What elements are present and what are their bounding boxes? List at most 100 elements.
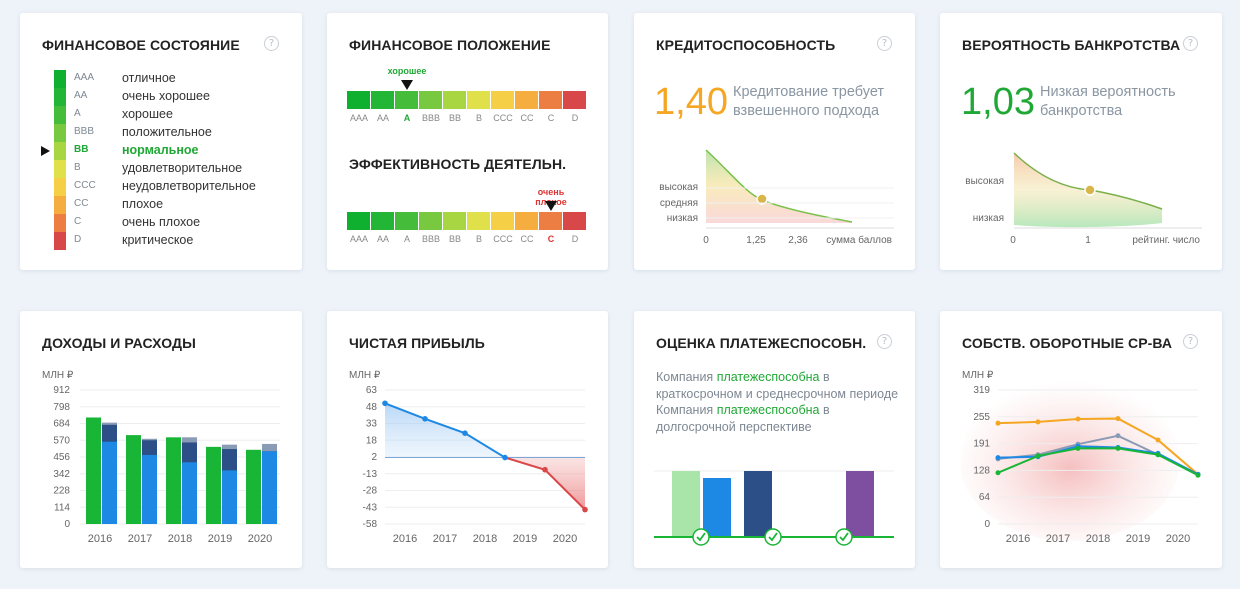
data-point — [1035, 419, 1041, 425]
y-tick: -58 — [363, 519, 378, 530]
financial-state-title: ФИНАНСОВОЕ СОСТОЯНИЕ — [42, 37, 240, 53]
check-icon — [764, 528, 782, 546]
rating-swatch — [54, 232, 66, 250]
x-tick: 1,25 — [746, 235, 766, 246]
y-tick: 798 — [53, 402, 70, 413]
efficiency-rating-scale — [347, 212, 587, 230]
x-tick: 2016 — [88, 533, 112, 545]
rating-label: хорошее — [122, 107, 173, 121]
rating-label: очень хорошее — [122, 89, 210, 103]
series-line — [997, 445, 1199, 476]
help-icon[interactable]: ? — [1183, 334, 1198, 349]
scale-segment — [539, 91, 563, 109]
net-profit-card: ЧИСТАЯ ПРИБЫЛЬ МЛН ₽ 63 48 33 18 2 -13 -28 -43 -… — [327, 311, 608, 568]
rating-code: CC — [74, 198, 89, 209]
x-tick: 2018 — [1086, 533, 1110, 545]
scale-code: AA — [376, 234, 389, 244]
x-tick: 0 — [703, 235, 709, 246]
description-line: взвешенного подхода — [733, 103, 880, 119]
x-tick: 2018 — [168, 533, 192, 545]
scale-segment — [515, 212, 539, 230]
profit-line — [384, 402, 506, 459]
bar — [246, 449, 261, 524]
rating-label: очень плохое — [122, 215, 201, 229]
y-tick: 255 — [973, 412, 990, 423]
bankruptcy-card: ВЕРОЯТНОСТЬ БАНКРОТСТВА ? 1,03 Низкая ве… — [940, 13, 1222, 270]
y-label: низкая — [667, 213, 698, 224]
scale-code: BBB — [421, 234, 440, 244]
y-tick: -13 — [363, 469, 378, 480]
scale-code: B — [475, 234, 482, 244]
x-tick: 1 — [1085, 235, 1091, 246]
scale-code: A — [403, 234, 410, 244]
help-icon[interactable]: ? — [877, 36, 892, 51]
data-point — [1035, 453, 1041, 459]
y-tick: 2 — [371, 452, 377, 463]
rating-code: C — [74, 216, 82, 227]
financial-position-title: ФИНАНСОВОЕ ПОЛОЖЕНИЕ — [349, 37, 551, 53]
help-icon[interactable]: ? — [877, 334, 892, 349]
selected-arrow-icon — [41, 146, 50, 156]
rating-row: AAA отличное — [54, 70, 294, 88]
bankruptcy-description: Низкая вероятность банкротства — [1040, 83, 1176, 121]
scale-segment — [563, 91, 587, 109]
bar — [86, 417, 101, 524]
scale-segment — [443, 212, 467, 230]
scale-segment — [491, 212, 515, 230]
loss-area — [505, 457, 585, 510]
data-point — [462, 430, 468, 436]
y-tick: 456 — [53, 452, 70, 463]
scale-segment — [347, 91, 371, 109]
solvency-bar — [846, 471, 874, 537]
rating-code: CCC — [74, 180, 96, 191]
bar — [142, 454, 157, 524]
bar — [222, 470, 237, 524]
data-point — [1155, 437, 1161, 443]
y-tick: -28 — [363, 486, 378, 497]
bar — [102, 441, 117, 524]
x-tick: 2020 — [1166, 533, 1190, 545]
x-tick: 2017 — [1046, 533, 1070, 545]
rating-swatch — [54, 70, 66, 88]
y-tick: 228 — [53, 486, 70, 497]
scale-code: D — [571, 113, 579, 123]
scale-code: CCC — [493, 113, 513, 123]
description-line: банкротства — [1040, 103, 1123, 119]
scale-code: B — [475, 113, 482, 123]
bar — [126, 435, 141, 524]
y-tick: 319 — [973, 385, 990, 396]
scale-code: AAA — [349, 113, 368, 123]
scale-code: CC — [520, 113, 534, 123]
highlight: платежеспособна — [716, 370, 820, 384]
rating-swatch — [54, 178, 66, 196]
text: в краткосрочном и среднесрочном периоде — [656, 370, 899, 401]
scale-segment — [539, 212, 563, 230]
financial-state-card: ФИНАНСОВОЕ СОСТОЯНИЕ ? AAA отличное AA очен… — [20, 13, 302, 270]
x-axis-label: сумма баллов — [826, 234, 892, 246]
y-tick: 0 — [984, 519, 990, 530]
data-point — [1195, 472, 1201, 478]
scale-segment — [371, 212, 395, 230]
rating-code: A — [74, 108, 81, 119]
check-icon — [692, 528, 710, 546]
y-label: высокая — [659, 182, 698, 193]
rating-row: BBB положительное — [54, 124, 294, 142]
scale-segment — [419, 212, 443, 230]
solvency-bars — [654, 470, 894, 546]
scale-segment — [419, 91, 443, 109]
y-tick: 128 — [973, 465, 990, 476]
rating-code: AA — [74, 90, 88, 101]
bankruptcy-value: 1,03 — [961, 81, 1035, 123]
rating-code: B — [74, 162, 81, 173]
working-capital-card: СОБСТВ. ОБОРОТНЫЕ СР-ВА ? МЛН ₽ 319 255 19… — [940, 311, 1222, 568]
scale-segment — [467, 212, 491, 230]
creditworthiness-value: 1,40 — [654, 81, 728, 123]
help-icon[interactable]: ? — [264, 36, 279, 51]
y-label: высокая — [965, 176, 1004, 187]
unit-label: МЛН ₽ — [349, 370, 381, 381]
scale-code: AAA — [349, 234, 368, 244]
bar — [182, 462, 197, 524]
position-marker-label: хорошее — [387, 66, 427, 76]
help-icon[interactable]: ? — [1183, 36, 1198, 51]
creditworthiness-curve-chart: высокая средняя низкая 0 1,25 2,36 сумма… — [659, 149, 894, 246]
